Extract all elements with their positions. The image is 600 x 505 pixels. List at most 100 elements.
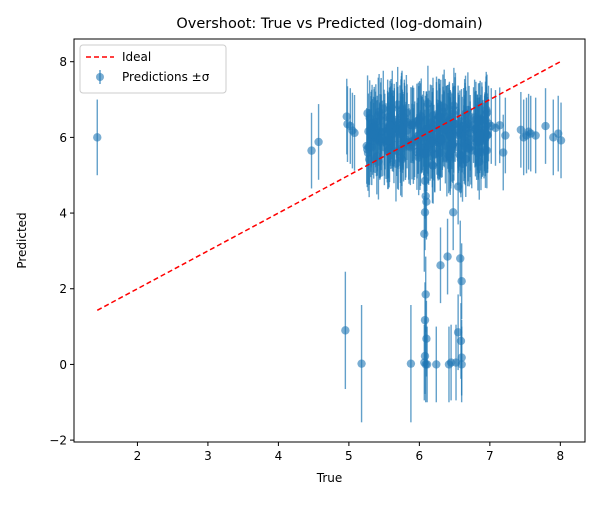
prediction-point <box>392 115 401 124</box>
prediction-point <box>363 109 372 118</box>
plot-area <box>93 61 566 423</box>
x-tick-label: 6 <box>416 449 424 463</box>
prediction-markers <box>93 99 566 369</box>
prediction-point <box>376 116 385 125</box>
prediction-point <box>481 110 491 119</box>
prediction-point <box>372 152 382 161</box>
legend-box <box>79 44 227 94</box>
prediction-point <box>406 359 416 368</box>
prediction-point <box>420 176 430 186</box>
prediction-point <box>393 100 402 109</box>
x-tick-label: 7 <box>486 449 494 463</box>
x-tick-label: 4 <box>275 449 283 463</box>
prediction-point <box>342 112 351 121</box>
ticks: 2 3 4 5 6 7 8 −2 0 2 4 6 8 <box>49 55 564 463</box>
prediction-point <box>425 138 435 148</box>
prediction-point <box>481 145 490 155</box>
prediction-point <box>307 146 316 155</box>
prediction-point <box>455 150 464 159</box>
prediction-point <box>445 132 455 141</box>
y-tick-label: 8 <box>59 55 67 69</box>
legend-ideal-label: Ideal <box>122 50 151 64</box>
prediction-point <box>453 182 463 191</box>
prediction-point <box>357 359 366 368</box>
prediction-point <box>432 360 441 369</box>
chart-title: Overshoot: True vs Predicted (log-domain… <box>176 16 482 32</box>
prediction-point <box>446 146 456 155</box>
prediction-point <box>350 128 359 138</box>
prediction-point <box>457 353 466 362</box>
x-tick-label: 8 <box>557 449 565 463</box>
prediction-point <box>473 148 483 157</box>
prediction-point <box>439 125 449 134</box>
prediction-point <box>516 125 526 135</box>
x-axis-label: True <box>316 471 343 485</box>
prediction-point <box>456 254 465 263</box>
prediction-point <box>421 290 430 299</box>
prediction-point <box>436 113 445 122</box>
prediction-point <box>401 137 410 147</box>
prediction-point <box>436 261 445 270</box>
prediction-point <box>384 136 393 145</box>
prediction-point <box>456 336 466 346</box>
prediction-point <box>495 121 504 130</box>
prediction-point <box>541 121 550 131</box>
prediction-point <box>420 149 429 159</box>
prediction-point <box>423 99 433 108</box>
prediction-point <box>531 131 540 140</box>
prediction-point <box>369 122 379 132</box>
prediction-point <box>475 157 484 167</box>
prediction-point <box>379 104 388 113</box>
prediction-point <box>391 159 401 168</box>
prediction-point <box>422 334 431 343</box>
prediction-point <box>556 136 566 145</box>
prediction-point <box>465 144 474 153</box>
prediction-point <box>428 161 438 171</box>
prediction-point <box>448 208 458 217</box>
prediction-point <box>417 112 426 121</box>
prediction-point <box>420 315 430 325</box>
prediction-point <box>420 351 430 361</box>
prediction-point <box>400 113 409 122</box>
prediction-point <box>378 134 387 143</box>
prediction-point <box>367 143 376 152</box>
prediction-point <box>406 120 416 130</box>
y-axis-label: Predicted <box>15 212 29 268</box>
axes-frame <box>73 38 586 443</box>
prediction-point <box>394 147 403 157</box>
y-tick-label: 0 <box>59 358 67 372</box>
prediction-point <box>430 149 439 159</box>
prediction-point <box>441 141 450 150</box>
x-tick-label: 2 <box>134 449 142 463</box>
prediction-point <box>420 208 430 217</box>
prediction-point <box>501 131 510 140</box>
prediction-point <box>420 229 429 239</box>
x-tick-label: 5 <box>345 449 353 463</box>
y-tick-label: −2 <box>49 434 67 448</box>
prediction-point <box>446 358 456 367</box>
legend-predictions-label: Predictions ±σ <box>122 70 210 84</box>
prediction-point <box>464 119 474 128</box>
prediction-point <box>422 197 431 206</box>
prediction-point <box>93 133 102 142</box>
prediction-point <box>422 360 432 369</box>
prediction-point <box>314 137 323 147</box>
legend: Ideal Predictions ±σ <box>79 44 227 94</box>
prediction-point <box>457 276 466 286</box>
legend-predictions-marker-swatch <box>96 73 104 81</box>
prediction-point <box>458 159 467 169</box>
prediction-point <box>385 121 394 130</box>
prediction-point <box>451 106 460 115</box>
prediction-point <box>475 130 484 140</box>
prediction-point <box>474 116 483 126</box>
prediction-point <box>341 326 350 335</box>
prediction-point <box>364 155 374 164</box>
axes <box>73 38 586 443</box>
prediction-point <box>409 137 419 147</box>
prediction-point <box>443 252 452 261</box>
prediction-point <box>453 328 463 337</box>
y-tick-label: 4 <box>59 207 67 221</box>
prediction-point <box>554 129 563 138</box>
